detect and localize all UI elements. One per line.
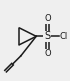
- Text: O: O: [44, 49, 51, 58]
- Text: O: O: [44, 14, 51, 23]
- Text: Cl: Cl: [60, 32, 68, 41]
- Text: S: S: [44, 31, 50, 41]
